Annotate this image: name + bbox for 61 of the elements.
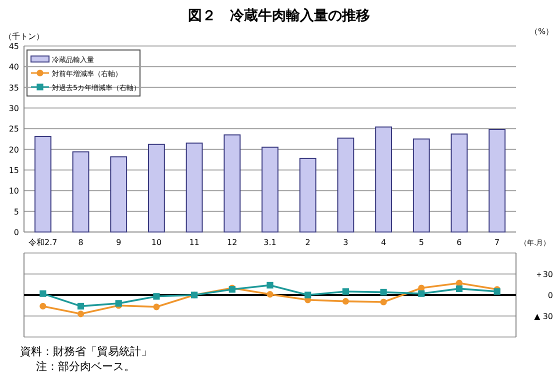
x-tick-label: 9 [116,238,122,247]
bar [72,151,90,232]
point [40,302,46,310]
y-tick-label: 40 [8,62,19,72]
text: 資料：財務省「貿易統計」 [20,345,152,358]
y-tick-label: ＋30 [534,270,553,279]
x-tick-label: 令和2.7 [28,238,58,247]
point [77,310,84,318]
x-tick-label: 3 [343,238,348,247]
y2-axis-title: （%） [530,27,554,36]
point [418,290,425,297]
point [40,290,46,297]
point [266,291,274,298]
point [153,304,160,310]
point [418,284,425,292]
bar [375,126,392,232]
bar [299,158,316,232]
bar [412,138,430,232]
x-tick-label: 11 [189,238,200,247]
x-tick-label: 6 [456,238,462,247]
bar [34,136,52,232]
y-tick-label: 0 [14,228,19,237]
point [380,298,387,306]
point [456,280,463,286]
y-tick-label: 25 [8,124,19,134]
point [304,292,312,298]
x-tick-label: 8 [78,238,84,247]
y-tick-label: 20 [8,145,19,154]
y-tick-label: 30 [8,104,19,113]
y-tick-label: 5 [14,207,19,216]
bar [224,134,241,232]
point [266,282,274,288]
x-tick-label: 3.1 [264,238,276,247]
bar [110,156,128,232]
x-tick-label: 12 [227,238,238,247]
x-tick-label: 10 [151,238,162,247]
x-tick-label: 4 [380,238,386,247]
y-tick-label: 10 [8,186,19,196]
bar [337,138,354,232]
y-axis-title: （千トン） [4,32,44,41]
bar [148,144,165,232]
y-tick-label: 35 [8,83,19,92]
point [342,288,349,295]
y-tick-label: ▲ 30 [534,312,553,321]
point [342,298,349,305]
x-tick-label: 5 [418,238,424,247]
bar [262,146,278,232]
text: 注：部分肉ベース。 [36,360,135,373]
y-tick-label: 15 [8,166,19,175]
bar [186,142,203,232]
bar [488,128,506,232]
x-tick-label: 7 [494,238,500,247]
x-tick-label: 2 [305,238,310,247]
y-tick-label: 45 [8,42,19,51]
point [153,293,160,300]
y-tick-label: 0 [548,291,553,300]
chart-title: 図２ 冷蔵牛肉輸入量の推移 [188,8,370,24]
bar [450,134,468,232]
point [456,285,463,292]
point [380,288,387,296]
point [77,302,84,310]
